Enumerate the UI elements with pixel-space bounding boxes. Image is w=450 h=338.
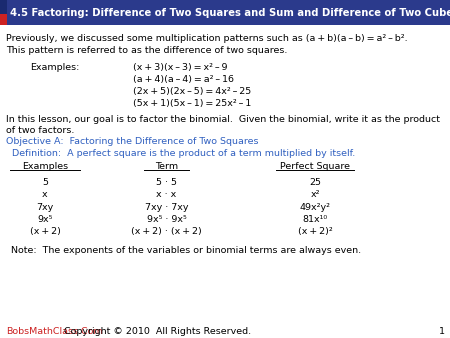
Text: 1: 1 [439, 327, 445, 336]
Text: (x + 2): (x + 2) [30, 227, 60, 236]
Text: 4.5 Factoring: Difference of Two Squares and Sum and Difference of Two Cubes: 4.5 Factoring: Difference of Two Squares… [10, 8, 450, 18]
Text: (x + 3)(x – 3) = x² – 9: (x + 3)(x – 3) = x² – 9 [133, 63, 227, 72]
Text: of two factors.: of two factors. [6, 126, 74, 136]
Text: x: x [42, 190, 48, 199]
Text: (2x + 5)(2x – 5) = 4x² – 25: (2x + 5)(2x – 5) = 4x² – 25 [133, 87, 251, 96]
Text: 5: 5 [42, 178, 48, 187]
Text: BobsMathClass.Com: BobsMathClass.Com [6, 327, 103, 336]
Text: Perfect Square: Perfect Square [280, 162, 350, 171]
Text: Note:  The exponents of the variables or binomial terms are always even.: Note: The exponents of the variables or … [11, 246, 361, 255]
Text: (x + 2)²: (x + 2)² [297, 227, 333, 236]
Text: 5 · 5: 5 · 5 [156, 178, 177, 187]
Text: 7xy: 7xy [36, 203, 54, 212]
Text: 9x⁵ · 9x⁵: 9x⁵ · 9x⁵ [147, 215, 186, 224]
Text: 7xy · 7xy: 7xy · 7xy [145, 203, 188, 212]
Bar [0, 0, 7, 25]
Bar [0, 0, 7, 14]
Text: 9x⁵: 9x⁵ [37, 215, 53, 224]
Text: x · x: x · x [157, 190, 176, 199]
Text: Copyright © 2010  All Rights Reserved.: Copyright © 2010 All Rights Reserved. [58, 327, 251, 336]
Text: Objective A:  Factoring the Difference of Two Squares: Objective A: Factoring the Difference of… [6, 137, 258, 146]
Text: (5x + 1)(5x – 1) = 25x² – 1: (5x + 1)(5x – 1) = 25x² – 1 [133, 99, 251, 108]
Text: Definition:  A perfect square is the product of a term multiplied by itself.: Definition: A perfect square is the prod… [6, 149, 355, 158]
Text: Examples:: Examples: [31, 63, 80, 72]
Text: (x + 2) · (x + 2): (x + 2) · (x + 2) [131, 227, 202, 236]
Text: Examples: Examples [22, 162, 68, 171]
Text: 49x²y²: 49x²y² [300, 203, 330, 212]
Bar [0, 0, 450, 25]
Text: This pattern is referred to as the difference of two squares.: This pattern is referred to as the diffe… [6, 46, 287, 55]
Text: In this lesson, our goal is to factor the binomial.  Given the binomial, write i: In this lesson, our goal is to factor th… [6, 115, 440, 124]
Text: Previously, we discussed some multiplication patterns such as (a + b)(a – b) = a: Previously, we discussed some multiplica… [6, 34, 408, 43]
Text: x²: x² [310, 190, 320, 199]
Text: Term: Term [155, 162, 178, 171]
Text: 81x¹⁰: 81x¹⁰ [302, 215, 328, 224]
Text: 25: 25 [309, 178, 321, 187]
Text: (a + 4)(a – 4) = a² – 16: (a + 4)(a – 4) = a² – 16 [133, 75, 234, 84]
